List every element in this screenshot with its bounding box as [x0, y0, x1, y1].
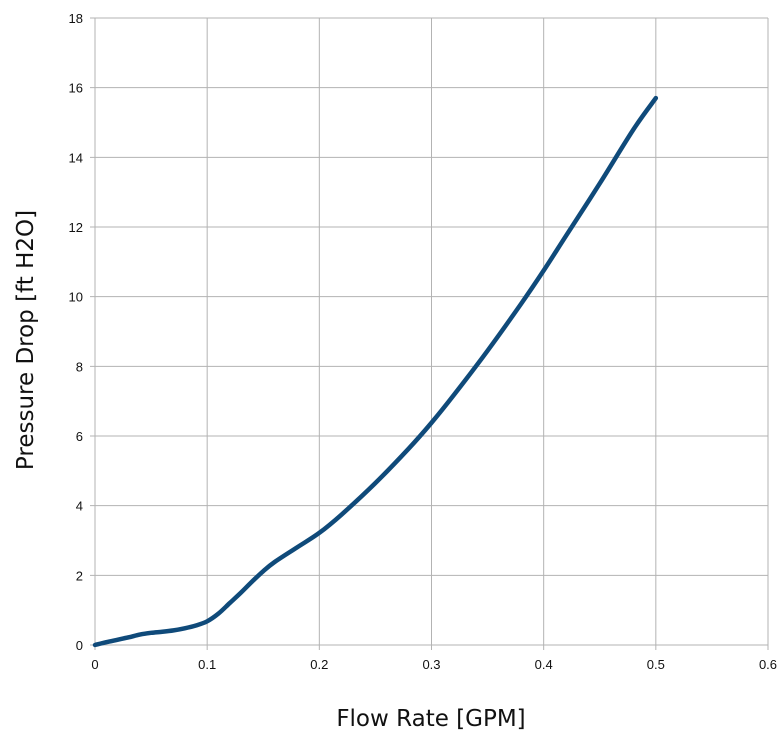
y-tick-label: 16 — [69, 81, 83, 96]
y-tick-label: 0 — [76, 638, 83, 653]
y-tick-label: 14 — [69, 150, 83, 165]
x-tick-label: 0.5 — [647, 657, 665, 672]
x-tick-label: 0.3 — [422, 657, 440, 672]
x-tick-label: 0.6 — [759, 657, 777, 672]
x-tick-label: 0.4 — [535, 657, 553, 672]
y-tick-label: 2 — [76, 568, 83, 583]
x-tick-label: 0.2 — [310, 657, 328, 672]
x-tick-label: 0 — [91, 657, 98, 672]
grid — [90, 17, 769, 650]
y-tick-label: 6 — [76, 429, 83, 444]
y-axis: 0 2 4 6 8 10 12 14 16 18 — [69, 11, 83, 653]
y-axis-title: Pressure Drop [ft H2O] — [13, 210, 39, 470]
x-tick-label: 0.1 — [198, 657, 216, 672]
y-tick-label: 18 — [69, 11, 83, 26]
x-axis-title: Flow Rate [GPM] — [336, 706, 525, 730]
y-tick-label: 10 — [69, 290, 83, 305]
plot-area — [92, 95, 659, 648]
y-tick-label: 12 — [69, 220, 83, 235]
series-line — [92, 95, 659, 648]
y-tick-label: 8 — [76, 359, 83, 374]
y-tick-label: 4 — [76, 499, 83, 514]
x-axis: 0 0.1 0.2 0.3 0.4 0.5 0.6 — [91, 657, 777, 672]
